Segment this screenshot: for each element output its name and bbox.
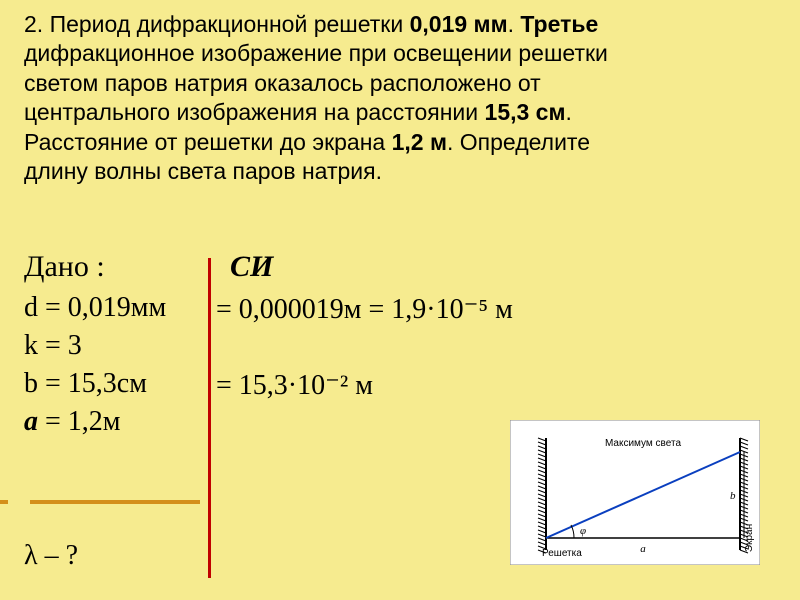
problem-emph: Третье bbox=[520, 11, 598, 37]
vertical-separator bbox=[208, 258, 211, 578]
problem-line1a: 2. Период дифракционной решетки bbox=[24, 11, 410, 37]
problem-statement: 2. Период дифракционной решетки 0,019 мм… bbox=[0, 0, 800, 187]
eq-k: k = 3 bbox=[24, 330, 82, 361]
svg-text:Экран: Экран bbox=[744, 524, 755, 552]
hmark-right bbox=[30, 500, 200, 504]
problem-line1b: . bbox=[508, 11, 521, 37]
svg-text:Максимум света: Максимум света bbox=[605, 438, 682, 449]
eq-d-lhs: d = 0,019мм bbox=[24, 292, 166, 323]
eq-b-lhs: b = 15,3см bbox=[24, 368, 147, 399]
problem-line5a: Расстояние от решетки до экрана bbox=[24, 129, 392, 155]
hmark-left bbox=[0, 500, 8, 504]
problem-line5b: . Определите bbox=[447, 129, 590, 155]
eq-a-rhs: = 1,2м bbox=[38, 406, 121, 437]
problem-value3: 1,2 м bbox=[392, 129, 447, 155]
svg-text:Решетка: Решетка bbox=[542, 548, 582, 559]
eq-lambda: λ – ? bbox=[24, 540, 78, 571]
given-title: Дано : bbox=[24, 250, 105, 283]
svg-text:b: b bbox=[730, 490, 736, 502]
si-title: СИ bbox=[230, 250, 273, 284]
problem-line4b: . bbox=[566, 99, 572, 125]
problem-line4a: центрального изображения на расстоянии bbox=[24, 99, 485, 125]
svg-text:φ: φ bbox=[580, 525, 586, 537]
diagram: Максимум света Решетка Экран φ a b bbox=[510, 420, 760, 565]
problem-line3: светом паров натрия оказалось расположен… bbox=[24, 70, 541, 96]
eq-a-var: a bbox=[24, 406, 38, 437]
problem-line6: длину волны света паров натрия. bbox=[24, 158, 382, 184]
eq-b-rhs: = 15,3·10⁻² м bbox=[216, 370, 373, 401]
problem-value1: 0,019 мм bbox=[410, 11, 508, 37]
svg-text:a: a bbox=[640, 543, 646, 555]
problem-value2: 15,3 см bbox=[485, 99, 566, 125]
eq-d-rhs: = 0,000019м = 1,9·10⁻⁵ м bbox=[216, 294, 513, 325]
problem-line2: дифракционное изображение при освещении … bbox=[24, 40, 608, 66]
